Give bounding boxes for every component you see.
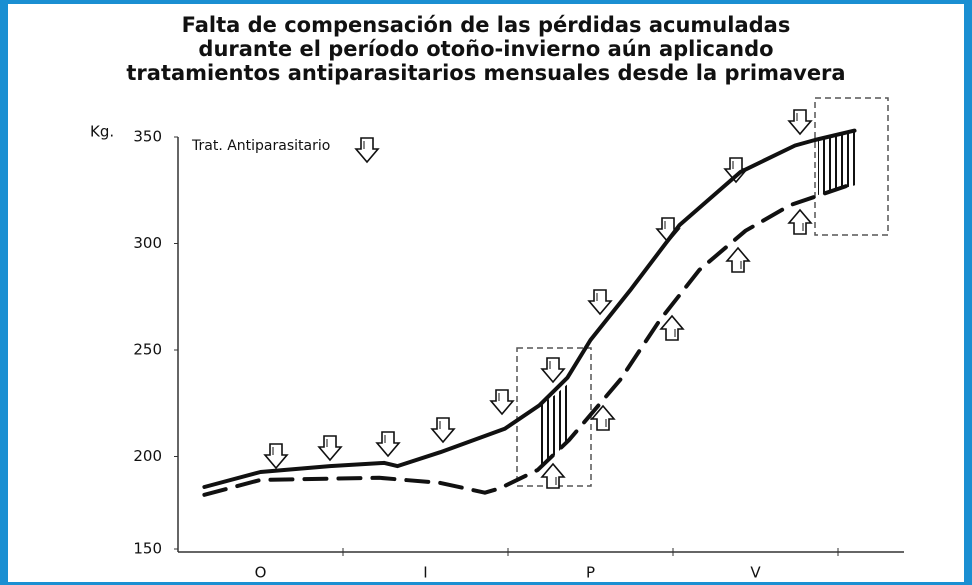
x-tick-label: O (255, 564, 267, 582)
x-tick-label: P (586, 564, 595, 582)
x-tick-label: I (423, 564, 427, 582)
y-axis-label: Kg. (90, 123, 114, 141)
y-tick-label: 350 (133, 128, 162, 146)
title-line: Falta de compensación de las pérdidas ac… (182, 13, 791, 37)
title-line: tratamientos antiparasitarios mensuales … (126, 61, 845, 85)
x-tick-label: V (750, 564, 761, 582)
highlight-box (814, 97, 889, 236)
title-line: durante el período otoño-invierno aún ap… (198, 37, 773, 61)
hatch (818, 130, 856, 195)
y-tick-label: 250 (133, 341, 162, 359)
annotation: Trat. Antiparasitario (191, 138, 330, 154)
y-tick-label: 300 (133, 234, 162, 252)
line (202, 128, 857, 489)
y-tick-label: 200 (133, 447, 162, 465)
line (202, 182, 852, 497)
y-tick-label: 150 (133, 540, 162, 558)
panel (8, 4, 964, 582)
